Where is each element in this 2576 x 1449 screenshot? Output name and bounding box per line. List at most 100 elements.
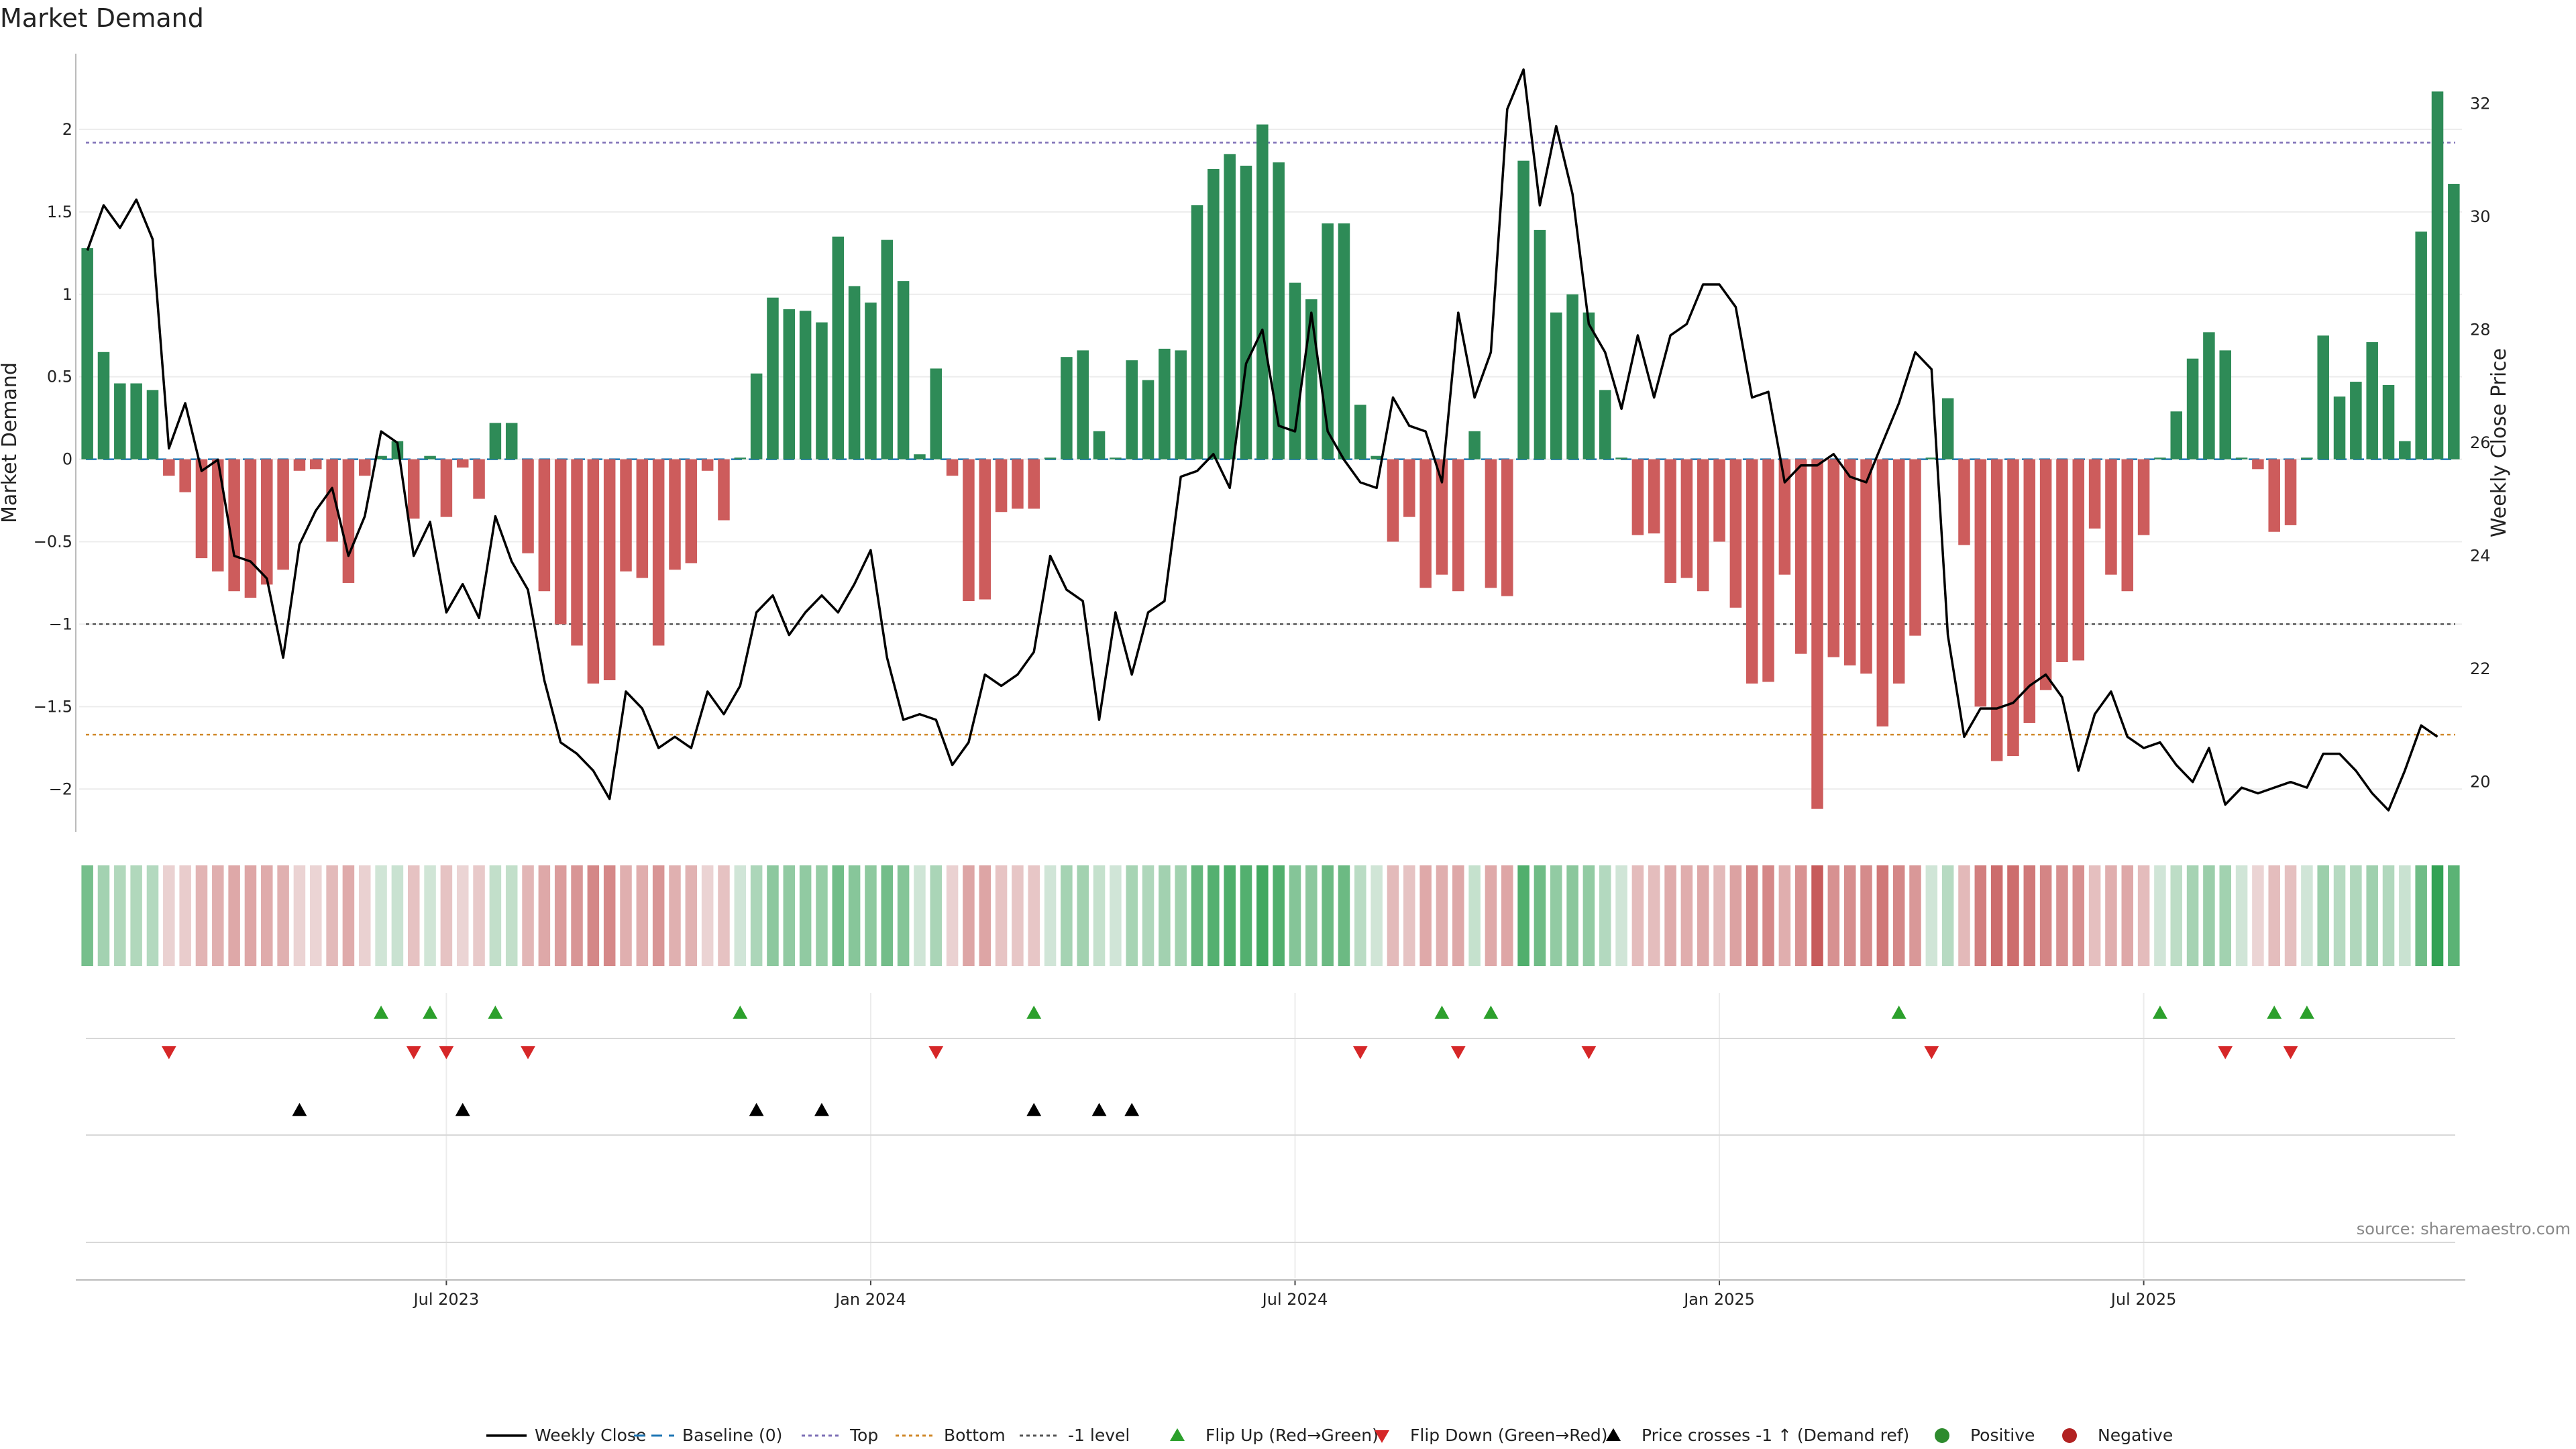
demand-bar [979,459,991,600]
right-axis-label: Weekly Close Price [2487,348,2511,537]
heat-cell [930,865,943,966]
price-cross-marker [1091,1103,1107,1116]
heat-cell [424,865,436,966]
heat-cell [1159,865,1171,966]
heat-cell [1468,865,1481,966]
flip-down-marker [1450,1046,1466,1059]
x-tick-label: Jan 2024 [834,1290,906,1309]
demand-bar [620,459,632,572]
demand-bar [2105,459,2117,575]
demand-bar [1582,312,1595,460]
left-tick-label: 0 [62,450,72,469]
demand-bar [1941,398,1954,460]
demand-bar [1093,431,1106,460]
heat-cell [261,865,273,966]
price-cross-marker [749,1103,764,1116]
x-tick-label: Jul 2024 [1261,1290,1328,1309]
legend-label: Flip Down (Green→Red) [1410,1426,1608,1445]
demand-bar [2203,332,2215,460]
heat-cell [2235,865,2248,966]
demand-bar [1012,459,1024,509]
demand-bar [1566,294,1578,460]
demand-bar [750,373,763,460]
heat-cell [195,865,208,966]
heat-cell [2399,865,2411,966]
legend-swatch [1606,1428,1621,1441]
heat-cell [1419,865,1432,966]
demand-bar [293,459,306,471]
demand-bar [881,239,894,460]
heat-cell [832,865,845,966]
heat-cell [1322,865,1334,966]
demand-bar [946,459,959,476]
heat-cell [1925,865,1938,966]
heat-cell [701,865,714,966]
demand-bar [1664,459,1676,583]
demand-bar [832,236,845,460]
heat-cell [473,865,485,966]
demand-bar [1452,459,1464,592]
legend-item: Positive [1935,1426,2035,1445]
heat-cell [1289,865,1301,966]
demand-bars [81,91,2460,809]
demand-bar [538,459,551,592]
heat-cell [1599,865,1611,966]
heat-cell [407,865,420,966]
demand-bar [963,459,975,601]
demand-bar [897,281,910,460]
heat-cell [1452,865,1464,966]
legend-item: Top [802,1426,878,1445]
demand-bar [2431,91,2444,460]
demand-bar [554,459,567,625]
heat-cell [1697,865,1709,966]
heat-cell [2415,865,2427,966]
flip-down-marker [406,1046,421,1059]
heat-cell [1746,865,1758,966]
demand-bar [718,459,730,521]
heat-cell [1941,865,1954,966]
demand-bar [1191,205,1203,460]
demand-bar [1648,459,1660,534]
demand-bar [228,459,240,592]
demand-bar [1044,458,1057,460]
demand-bar [1256,124,1269,460]
right-tick-label: 20 [2470,773,2491,792]
heat-cell [1778,865,1791,966]
heat-cell [2056,865,2068,966]
heat-cell [1990,865,2003,966]
heat-cell [375,865,387,966]
demand-bar [212,459,224,572]
demand-bar [1713,459,1725,542]
flip-down-marker [928,1046,944,1059]
demand-bar [342,459,355,583]
heat-cell [1631,865,1644,966]
flip-up-marker [1891,1006,1907,1019]
heat-cell [456,865,469,966]
left-tick-label: 1.5 [47,203,72,221]
heat-cell [228,865,240,966]
heat-cell [2007,865,2019,966]
heat-cell [130,865,142,966]
heat-cell [163,865,175,966]
heat-cell [1028,865,1040,966]
demand-bar [97,352,110,460]
legend-item: Negative [2062,1426,2173,1445]
demand-bar [1843,459,1856,665]
demand-bar [2284,459,2297,525]
heat-cell [979,865,991,966]
heat-cell [1534,865,1546,966]
heat-cell [277,865,289,966]
demand-bar [2023,459,2036,723]
demand-bar [277,459,289,570]
demand-bar [1762,459,1774,682]
heat-cell [505,865,518,966]
demand-bar [1615,458,1627,460]
legend-swatch [1935,1428,1949,1443]
demand-bar [930,368,943,460]
flip-down-marker [439,1046,454,1059]
legend-label: Weekly Close [535,1426,646,1445]
demand-bar [407,459,420,519]
heat-cell [1762,865,1774,966]
heat-cell [1126,865,1138,966]
demand-bar [2007,459,2019,757]
